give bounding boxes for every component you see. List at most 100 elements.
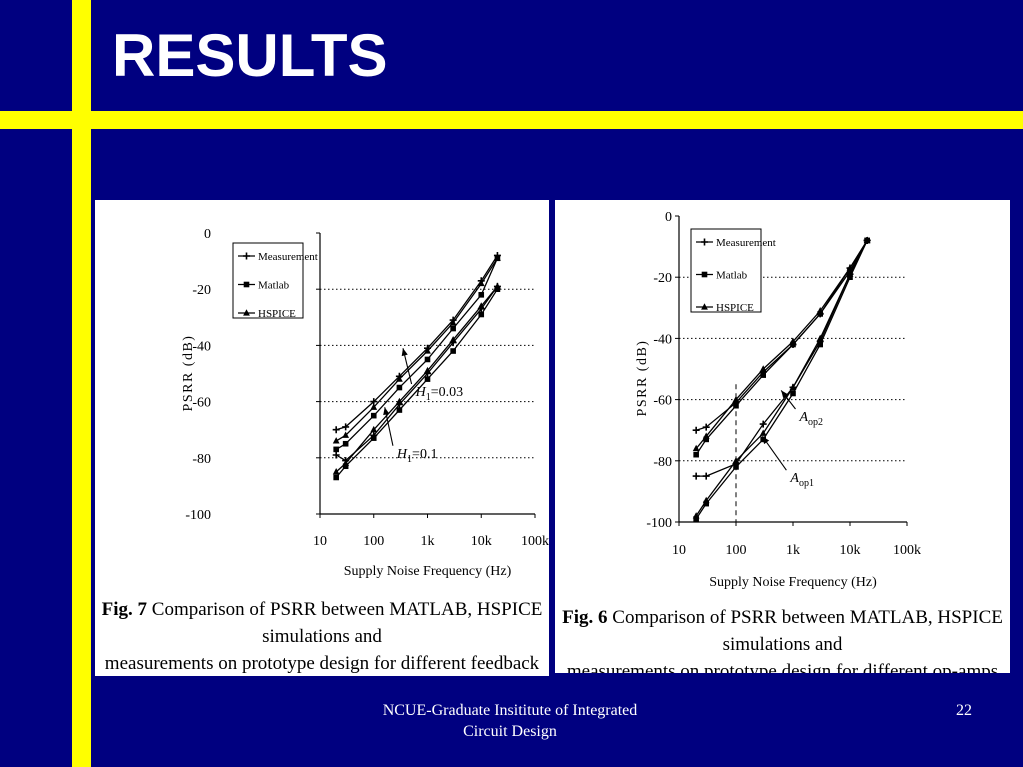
series-group5 (692, 236, 871, 519)
data-point (395, 375, 403, 382)
data-point (342, 459, 350, 467)
annotation: H1=0.03 (401, 348, 464, 403)
series-line (335, 258, 498, 450)
data-point (759, 429, 767, 436)
legend-swatch-marker (701, 303, 708, 310)
x-axis-label: Supply Noise Frequency (Hz) (709, 575, 877, 590)
figure-6-panel: 0 -20 -40 -60 -80 -100 10 100 1k 10k 100k Supply No… (555, 200, 1010, 673)
legend-label: HSPICE (258, 308, 296, 320)
legend-label: Measurement (716, 237, 776, 249)
figure-7-caption-line2: measurements on prototype design for dif… (104, 653, 540, 674)
annotation-label: H1=0.03 (415, 385, 464, 403)
data-point (816, 334, 824, 341)
figure-7-label: Fig. 7 (101, 599, 148, 620)
legend-swatch-marker (701, 271, 708, 278)
data-point (733, 402, 739, 409)
psrr-feedback-chart: 0 -20 -40 -60 -80 -100 10 100 1k 10k 100k Supply No… (181, 227, 549, 579)
data-point (450, 325, 456, 332)
data-point (332, 437, 340, 444)
data-point (790, 341, 796, 348)
x-tick-label: 1k (421, 534, 435, 549)
legend-swatch-marker (243, 252, 250, 260)
data-point (702, 496, 710, 504)
figure-6-label: Fig. 6 (562, 607, 608, 628)
data-point (732, 457, 740, 464)
series-group3 (332, 282, 501, 465)
x-tick-label: 1k (786, 543, 800, 558)
x-axis-label: Supply Noise Frequency (Hz) (344, 564, 512, 579)
data-point (370, 435, 377, 441)
data-point (789, 383, 797, 390)
data-point (396, 407, 403, 413)
vertical-accent-bar (72, 0, 91, 767)
annotation-label: Aop2 (798, 410, 823, 428)
legend: Measurement Matlab HSPICE (690, 228, 776, 314)
data-point (693, 451, 699, 458)
legend-label: HSPICE (716, 302, 754, 314)
data-point (703, 436, 709, 443)
arrow-head (401, 348, 408, 357)
y-tick-label: -40 (192, 339, 211, 354)
series-measurement (332, 251, 501, 434)
data-point (477, 302, 485, 309)
data-point (817, 341, 823, 348)
series-line (695, 240, 868, 517)
data-point (424, 356, 431, 363)
data-point (342, 440, 349, 447)
data-point (759, 365, 767, 372)
x-tick-label: 100k (521, 534, 549, 549)
series-group5 (332, 282, 501, 475)
data-point (789, 337, 797, 345)
data-point (370, 412, 377, 419)
y-tick-label: 0 (665, 210, 672, 225)
arrow-head (762, 436, 770, 445)
data-point (424, 366, 431, 374)
data-point (863, 236, 871, 244)
data-point (333, 446, 339, 453)
data-point (494, 286, 501, 292)
series-line (336, 255, 498, 431)
data-point (478, 311, 485, 318)
data-point (332, 451, 340, 459)
y-tick-label: -40 (653, 332, 672, 347)
data-point (692, 444, 700, 452)
series-group4 (333, 286, 501, 481)
data-point (494, 254, 501, 261)
data-point (449, 335, 457, 343)
data-point (424, 376, 431, 382)
data-point (370, 425, 378, 433)
footer-line-1: NCUE-Graduate Insititute of Integrated (382, 702, 638, 719)
data-point (342, 463, 349, 470)
data-point (703, 500, 709, 507)
annotation: H1=0.1 (383, 407, 437, 465)
x-tick-label: 100k (893, 543, 921, 558)
y-tick-label: -60 (192, 396, 211, 411)
annotation-label: H1=0.1 (396, 447, 438, 465)
legend: Measurement Matlab HSPICE (232, 242, 318, 320)
x-tick-label: 10 (672, 543, 686, 558)
y-tick-label: -20 (653, 271, 672, 286)
arrow-head (781, 390, 789, 399)
data-point (396, 384, 403, 391)
data-point (846, 270, 854, 277)
data-point (760, 372, 766, 378)
y-tick-label: -80 (192, 452, 211, 467)
data-point (702, 432, 710, 439)
series-line (335, 288, 498, 478)
data-point (847, 274, 853, 280)
annotation: Aop1 (761, 436, 814, 489)
data-point (478, 292, 485, 298)
figure-6-caption: Fig. 6 Comparison of PSRR between MATLAB… (555, 604, 1010, 673)
data-point (342, 431, 350, 438)
data-point (817, 311, 823, 317)
legend-swatch-marker (243, 281, 250, 288)
y-tick-label: -60 (653, 394, 672, 409)
x-tick-label: 10k (471, 534, 492, 549)
data-point (732, 395, 740, 403)
annotation: Aop2 (780, 390, 823, 428)
series-line (335, 286, 498, 462)
footer-institute: NCUE-Graduate Insititute of Integrated C… (340, 700, 680, 742)
series-line (335, 257, 498, 442)
annotation-label: Aop1 (789, 471, 814, 489)
